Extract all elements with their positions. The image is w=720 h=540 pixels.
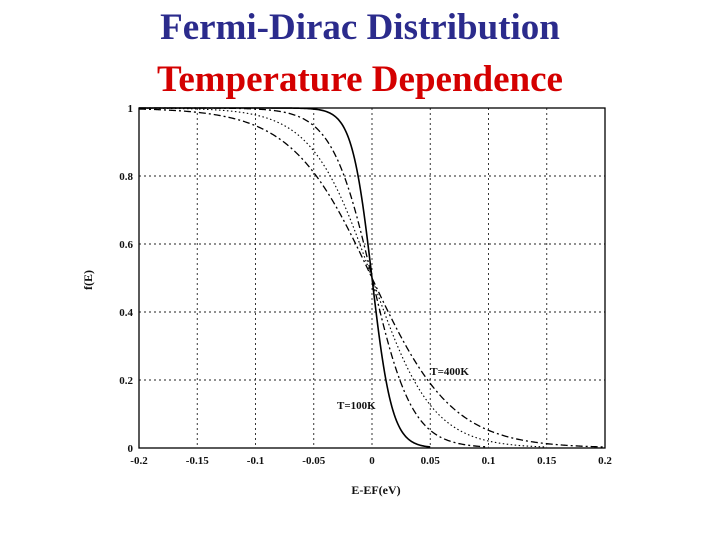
y-tick-label: 0.8	[119, 171, 133, 183]
plot-frame	[138, 107, 606, 449]
x-tick-label: -0.1	[247, 455, 264, 467]
slide-title-line2: Temperature Dependence	[157, 59, 563, 100]
y-tick-label: 0.4	[119, 307, 133, 319]
tick-labels: -0.2 -0.15 -0.1 -0.05 0 0.05 0.1 0.15 0.2 0 0.2 0.4…	[119, 103, 612, 467]
x-tick-label: -0.15	[186, 455, 209, 467]
curve-T400K	[138, 108, 606, 448]
curve-T300K	[139, 107, 547, 448]
x-tick-label: 0.1	[482, 455, 496, 467]
y-axis-label: f(E)	[81, 270, 95, 290]
y-tick-label: 0.2	[119, 375, 133, 387]
x-tick-label: 0.2	[598, 455, 612, 467]
curve-T100K	[139, 107, 431, 448]
y-tick-label: 1	[128, 103, 134, 115]
y-tick-label: 0	[128, 443, 134, 455]
curve-annotation: T=100K	[337, 400, 376, 412]
curve-annotation: T=400K	[430, 366, 469, 378]
x-tick-label: 0.15	[537, 455, 557, 467]
x-tick-label: -0.05	[302, 455, 325, 467]
y-tick-label: 0.6	[119, 239, 133, 251]
x-tick-label: 0	[369, 455, 375, 467]
slide-title-line1: Fermi-Dirac Distribution	[160, 7, 560, 48]
x-tick-label: -0.2	[130, 455, 148, 467]
annotations: T=400K T=100K	[337, 366, 469, 412]
x-tick-label: 0.05	[421, 455, 441, 467]
x-axis-label: E-EF(eV)	[351, 483, 400, 497]
